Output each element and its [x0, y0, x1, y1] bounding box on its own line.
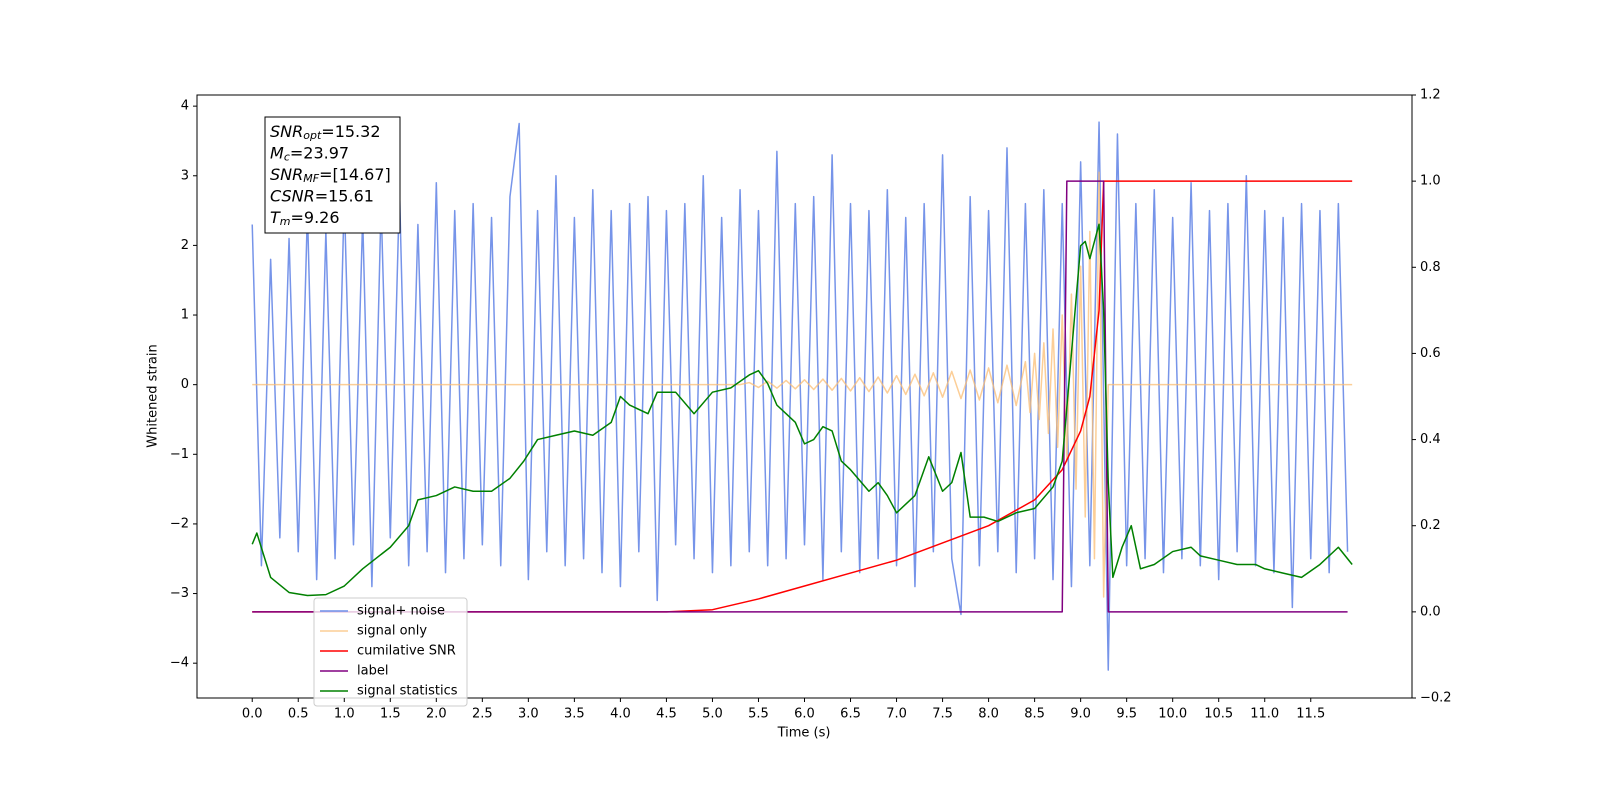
y2-tick-label: 0.6: [1420, 346, 1441, 361]
x-tick-label: 11.5: [1296, 707, 1325, 722]
annotation-symbol: SNR: [270, 165, 303, 184]
annotation-value: =23.97: [290, 143, 349, 162]
series-line: [252, 180, 1348, 613]
y2-tick-label: 0.2: [1420, 518, 1441, 533]
x-tick-label: 3.5: [564, 707, 585, 722]
y2-tick-label: 1.2: [1420, 88, 1441, 103]
x-tick-label: 6.5: [840, 707, 861, 722]
y-tick-label: −3: [170, 586, 189, 601]
annotation-line: CSNR=15.61: [270, 186, 374, 205]
y-tick-label: 1: [181, 308, 189, 323]
y-tick-label: −2: [170, 516, 189, 531]
x-tick-label: 10.5: [1204, 707, 1233, 722]
y2-tick-label: 0.0: [1420, 604, 1441, 619]
y-tick-label: −1: [170, 447, 189, 462]
x-tick-label: 7.0: [886, 707, 907, 722]
x-tick-label: 11.0: [1250, 707, 1279, 722]
x-tick-label: 10.0: [1158, 707, 1187, 722]
annotation-frame: [264, 116, 401, 234]
x-tick-label: 4.0: [610, 707, 631, 722]
y-axis-label: Whitened strain: [146, 344, 161, 447]
x-tick-label: 5.5: [748, 707, 769, 722]
annotation-subscript: MF: [303, 172, 319, 185]
annotation-subscript: opt: [303, 129, 322, 142]
y-tick-label: 3: [181, 168, 189, 183]
x-tick-label: 8.0: [978, 707, 999, 722]
x-tick-label: 5.0: [702, 707, 723, 722]
legend-label: label: [357, 664, 388, 679]
annotation-subscript: c: [284, 151, 290, 164]
x-tick-label: 0.0: [242, 707, 263, 722]
annotation-subscript: m: [280, 215, 291, 228]
annotation-line: Tm=9.26: [270, 208, 340, 229]
series-line: [252, 171, 1353, 598]
x-tick-label: 0.5: [288, 707, 309, 722]
y2-tick-label: −0.2: [1420, 691, 1452, 706]
annotation-line: SNRMF=[14.67]: [270, 165, 391, 186]
annotation-box: SNRopt=15.32Mc=23.97SNRMF=[14.67]CSNR=15…: [264, 116, 401, 234]
legend-label: signal only: [357, 624, 427, 639]
y-tick-label: −4: [170, 656, 189, 671]
annotation-symbol: M: [270, 143, 284, 162]
legend-label: cumilative SNR: [357, 644, 456, 659]
x-tick-label: 2.5: [472, 707, 493, 722]
series-line: [251, 223, 1353, 597]
x-tick-label: 2.0: [426, 707, 447, 722]
x-tick-label: 3.0: [518, 707, 539, 722]
annotation-value: =[14.67]: [319, 165, 391, 184]
x-tick-label: 9.0: [1070, 707, 1091, 722]
legend: signal+ noise signal only cumilative SNR la…: [313, 597, 468, 707]
annotation-line: SNRopt=15.32: [270, 122, 381, 143]
legend-label: signal statistics: [357, 684, 458, 699]
x-tick-label: 9.5: [1116, 707, 1137, 722]
annotation-symbol: CSNR: [270, 186, 315, 205]
x-axis-label: Time (s): [777, 726, 831, 741]
y-tick-label: 2: [181, 238, 189, 253]
x-tick-label: 7.5: [932, 707, 953, 722]
y2-tick-label: 0.8: [1420, 260, 1441, 275]
y2-tick-label: 0.4: [1420, 432, 1441, 447]
annotation-line: Mc=23.97: [270, 143, 349, 164]
x-tick-label: 6.0: [794, 707, 815, 722]
y-tick-label: 0: [181, 377, 189, 392]
annotation-value: =15.32: [321, 122, 380, 141]
annotation-value: =9.26: [291, 208, 340, 227]
series-line: [251, 121, 1349, 671]
legend-frame: [313, 597, 468, 707]
annotation-symbol: SNR: [270, 122, 303, 141]
y2-tick-label: 1.0: [1420, 174, 1441, 189]
x-tick-label: 4.5: [656, 707, 677, 722]
x-tick-label: 1.0: [334, 707, 355, 722]
annotation-value: =15.61: [315, 186, 374, 205]
plot-area: [251, 121, 1353, 671]
series-line: [252, 180, 1353, 613]
x-tick-label: 8.5: [1024, 707, 1045, 722]
legend-label: signal+ noise: [357, 604, 445, 619]
y-tick-label: 4: [181, 99, 189, 114]
annotation-symbol: T: [270, 208, 281, 227]
x-tick-label: 1.5: [380, 707, 401, 722]
